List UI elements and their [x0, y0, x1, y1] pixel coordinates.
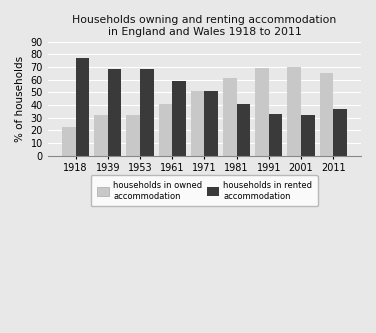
Legend: households in owned
accommodation, households in rented
accommodation: households in owned accommodation, house…: [91, 175, 318, 206]
Bar: [301, 115, 315, 156]
Bar: [172, 81, 186, 156]
Title: Households owning and renting accommodation
in England and Wales 1918 to 2011: Households owning and renting accommodat…: [72, 15, 337, 37]
Bar: [140, 70, 153, 156]
Bar: [191, 91, 205, 156]
Bar: [237, 104, 250, 156]
Bar: [108, 70, 121, 156]
Bar: [62, 127, 76, 156]
Bar: [223, 78, 237, 156]
Bar: [320, 73, 333, 156]
Bar: [76, 58, 89, 156]
Bar: [94, 115, 108, 156]
Bar: [333, 109, 347, 156]
Y-axis label: % of households: % of households: [15, 56, 25, 142]
Bar: [269, 114, 282, 156]
Bar: [126, 115, 140, 156]
Bar: [205, 91, 218, 156]
Bar: [288, 67, 301, 156]
Bar: [159, 104, 172, 156]
Bar: [255, 68, 269, 156]
